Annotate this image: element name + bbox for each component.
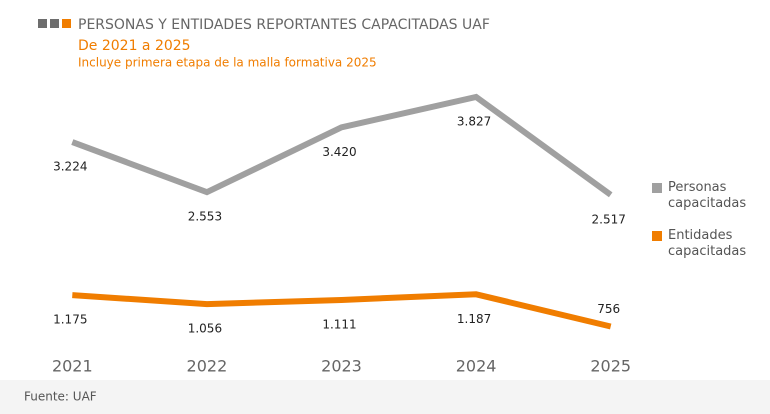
- data-label: 3.827: [457, 114, 491, 128]
- legend-swatch: [652, 183, 662, 193]
- title-square: [50, 19, 59, 28]
- title-square: [62, 19, 71, 28]
- chart-note: Incluye primera etapa de la malla format…: [78, 56, 377, 70]
- footer-band: [0, 380, 770, 414]
- chart-title: PERSONAS Y ENTIDADES REPORTANTES CAPACIT…: [78, 17, 490, 33]
- data-label: 1.056: [188, 322, 222, 336]
- legend-label: Entidades capacitadas: [668, 228, 747, 259]
- data-label: 2.553: [188, 210, 222, 224]
- source: Fuente: UAF: [24, 390, 97, 404]
- legend-label: Personas capacitadas: [668, 180, 747, 211]
- data-label: 2.517: [592, 212, 626, 226]
- data-label: 1.175: [53, 313, 87, 327]
- title-square: [38, 19, 47, 28]
- x-tick-label: 2025: [590, 357, 631, 376]
- series-line: [72, 291, 612, 330]
- data-label: 3.420: [322, 145, 356, 159]
- data-label: 756: [597, 302, 620, 316]
- legend-swatch: [652, 231, 662, 241]
- data-label: 1.111: [322, 317, 356, 331]
- x-tick-label: 2022: [187, 357, 228, 376]
- x-tick-label: 2024: [456, 357, 497, 376]
- x-tick-label: 2023: [321, 357, 362, 376]
- data-label: 1.187: [457, 312, 491, 326]
- chart-subtitle: De 2021 a 2025: [78, 38, 191, 54]
- data-label: 3.224: [53, 160, 87, 174]
- series-line: [71, 93, 613, 198]
- x-tick-label: 2021: [52, 357, 93, 376]
